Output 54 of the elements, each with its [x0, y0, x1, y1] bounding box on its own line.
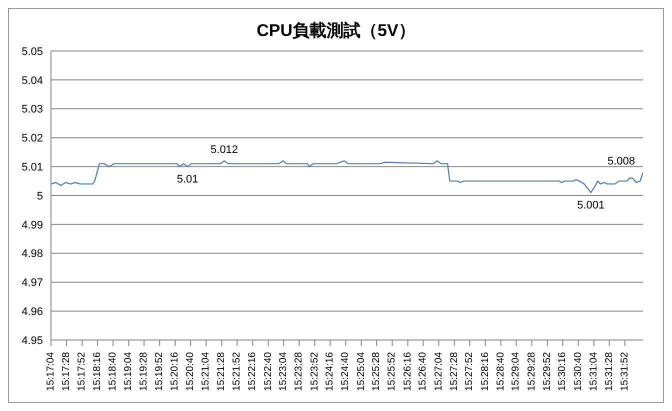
- annotation: 5.012: [210, 144, 238, 156]
- y-tick-label: 4.99: [22, 219, 43, 232]
- x-tick-label: 15:31:04: [588, 352, 600, 391]
- x-tick-label: 15:27:52: [464, 352, 476, 391]
- x-tick-label: 15:28:40: [495, 352, 506, 391]
- x-tick-label: 15:23:28: [294, 352, 305, 391]
- x-tick-label: 15:19:04: [123, 352, 134, 391]
- y-tick-label: 5.03: [22, 104, 43, 116]
- annotation: 5.008: [607, 155, 635, 168]
- x-tick-label: 15:31:28: [604, 352, 615, 391]
- x-tick-label: 15:17:28: [61, 352, 72, 391]
- chart-title: CPU負載測試（5V）: [256, 20, 416, 42]
- x-tick-label: 15:22:40: [262, 352, 274, 391]
- y-tick-label: 5.05: [22, 46, 43, 58]
- y-tick-label: 4.95: [22, 334, 43, 347]
- y-tick-label: 5.02: [22, 132, 43, 145]
- x-tick-label: 15:25:28: [371, 352, 382, 391]
- x-tick-label: 15:27:04: [433, 352, 444, 391]
- y-tick-label: 5: [36, 190, 43, 202]
- x-tick-label: 15:21:52: [232, 352, 243, 391]
- x-tick-label: 15:20:40: [185, 352, 196, 391]
- x-tick-label: 15:26:16: [402, 352, 414, 391]
- x-tick-label: 15:23:04: [278, 352, 290, 391]
- x-tick-label: 15:29:28: [526, 352, 538, 391]
- x-tick-label: 15:30:16: [557, 352, 568, 391]
- x-tick-label: 15:30:40: [572, 352, 584, 391]
- x-tick-label: 15:26:40: [418, 352, 429, 391]
- x-tick-label: 15:24:16: [324, 352, 336, 391]
- x-tick-label: 15:18:40: [108, 352, 119, 391]
- x-tick-label: 15:29:52: [542, 352, 553, 391]
- x-tick-label: 15:21:28: [216, 352, 228, 391]
- x-tick-label: 15:24:40: [340, 352, 352, 391]
- x-tick-label: 15:18:16: [92, 352, 104, 391]
- x-tick-label: 15:23:52: [309, 352, 320, 391]
- x-tick-label: 15:28:16: [480, 352, 491, 391]
- x-tick-label: 15:25:52: [386, 352, 398, 391]
- x-tick-label: 15:17:04: [46, 352, 56, 391]
- x-tick-label: 15:19:28: [138, 352, 150, 391]
- x-tick-label: 15:21:04: [200, 352, 212, 391]
- x-tick-label: 15:19:52: [154, 352, 166, 391]
- annotation: 5.01: [176, 173, 198, 186]
- x-tick-label: 15:29:04: [510, 352, 522, 391]
- y-tick-label: 4.96: [22, 306, 43, 318]
- x-tick-label: 15:22:16: [247, 352, 258, 391]
- x-tick-label: 15:20:16: [170, 352, 181, 391]
- x-tick-label: 15:17:52: [76, 352, 88, 391]
- annotation: 5.001: [577, 199, 605, 212]
- y-tick-label: 5.01: [22, 162, 43, 174]
- y-tick-label: 4.98: [22, 248, 43, 260]
- x-tick-label: 15:31:52: [619, 352, 630, 391]
- y-tick-label: 5.04: [22, 74, 43, 87]
- x-tick-label: 15:27:28: [448, 352, 460, 391]
- y-tick-label: 4.97: [22, 277, 43, 290]
- x-tick-label: 15:25:04: [356, 352, 367, 391]
